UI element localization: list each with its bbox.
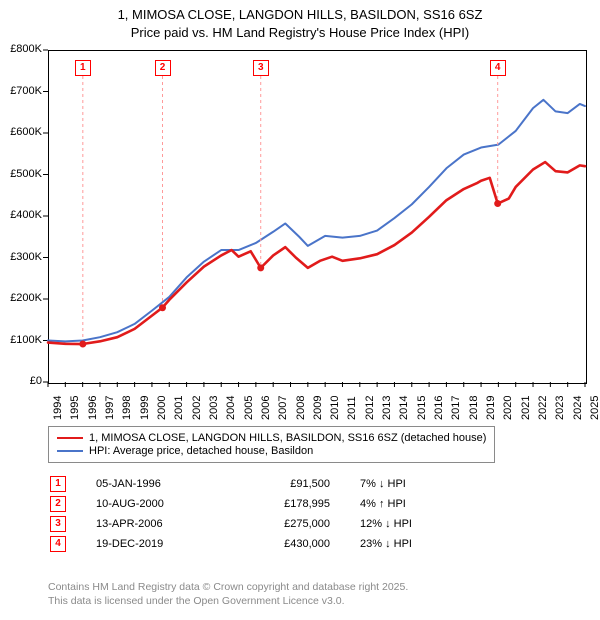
x-tick-label: 2014: [398, 396, 410, 420]
y-tick-label: £400K: [0, 209, 42, 221]
sale-marker: 2: [50, 496, 66, 512]
x-tick-label: 2021: [520, 396, 532, 420]
legend: 1, MIMOSA CLOSE, LANGDON HILLS, BASILDON…: [48, 426, 495, 463]
sale-date: 10-AUG-2000: [96, 498, 226, 510]
legend-item: HPI: Average price, detached house, Basi…: [57, 445, 486, 457]
y-tick-label: £700K: [0, 85, 42, 97]
legend-label: 1, MIMOSA CLOSE, LANGDON HILLS, BASILDON…: [89, 432, 486, 444]
footer-line1: Contains HM Land Registry data © Crown c…: [48, 580, 408, 594]
sale-price: £430,000: [226, 538, 360, 550]
sale-marker: 1: [50, 476, 66, 492]
sale-date: 13-APR-2006: [96, 518, 226, 530]
sale-marker: 4: [490, 60, 506, 76]
table-row: 1 05-JAN-1996£91,5007% ↓ HPI: [50, 474, 510, 494]
sale-marker: 3: [253, 60, 269, 76]
y-tick-label: £200K: [0, 292, 42, 304]
y-tick-label: £100K: [0, 334, 42, 346]
legend-swatch: [57, 437, 83, 439]
sale-price: £275,000: [226, 518, 360, 530]
x-tick-label: 1995: [69, 396, 81, 420]
x-tick-label: 1994: [52, 396, 64, 420]
x-tick-label: 2013: [381, 396, 393, 420]
x-tick-label: 2025: [589, 396, 600, 420]
footer-line2: This data is licensed under the Open Gov…: [48, 594, 408, 608]
sale-date: 19-DEC-2019: [96, 538, 226, 550]
table-row: 2 10-AUG-2000£178,9954% ↑ HPI: [50, 494, 510, 514]
x-tick-label: 2012: [364, 396, 376, 420]
x-tick-label: 2017: [450, 396, 462, 420]
sale-price: £178,995: [226, 498, 360, 510]
x-tick-label: 2022: [537, 396, 549, 420]
legend-label: HPI: Average price, detached house, Basi…: [89, 445, 313, 457]
x-tick-label: 1997: [104, 396, 116, 420]
x-tick-label: 1998: [121, 396, 133, 420]
sale-marker: 3: [50, 516, 66, 532]
attribution-text: Contains HM Land Registry data © Crown c…: [48, 580, 408, 608]
sale-marker: 1: [75, 60, 91, 76]
x-tick-label: 2016: [433, 396, 445, 420]
x-tick-label: 2010: [329, 396, 341, 420]
x-tick-label: 2018: [468, 396, 480, 420]
sale-delta: 4% ↑ HPI: [360, 498, 510, 510]
x-tick-label: 2000: [156, 396, 168, 420]
y-tick-label: £600K: [0, 126, 42, 138]
sale-date: 05-JAN-1996: [96, 478, 226, 490]
x-tick-label: 2003: [208, 396, 220, 420]
x-tick-label: 2024: [572, 396, 584, 420]
x-tick-label: 1999: [139, 396, 151, 420]
x-tick-label: 2023: [554, 396, 566, 420]
x-tick-label: 2001: [173, 396, 185, 420]
y-tick-label: £500K: [0, 168, 42, 180]
x-tick-label: 2008: [295, 396, 307, 420]
table-row: 4 19-DEC-2019£430,00023% ↓ HPI: [50, 534, 510, 554]
sale-marker: 2: [155, 60, 171, 76]
legend-item: 1, MIMOSA CLOSE, LANGDON HILLS, BASILDON…: [57, 432, 486, 444]
table-row: 3 13-APR-2006£275,00012% ↓ HPI: [50, 514, 510, 534]
x-tick-label: 2011: [346, 396, 358, 420]
y-tick-label: £800K: [0, 43, 42, 55]
sale-delta: 12% ↓ HPI: [360, 518, 510, 530]
x-tick-label: 2006: [260, 396, 272, 420]
y-tick-label: £300K: [0, 251, 42, 263]
x-tick-label: 2015: [416, 396, 428, 420]
x-tick-label: 2005: [243, 396, 255, 420]
x-tick-label: 2019: [485, 396, 497, 420]
x-tick-label: 1996: [87, 396, 99, 420]
sale-price: £91,500: [226, 478, 360, 490]
sale-marker: 4: [50, 536, 66, 552]
sale-delta: 23% ↓ HPI: [360, 538, 510, 550]
x-tick-label: 2002: [191, 396, 203, 420]
sale-delta: 7% ↓ HPI: [360, 478, 510, 490]
sales-table: 105-JAN-1996£91,5007% ↓ HPI210-AUG-2000£…: [50, 474, 510, 554]
legend-swatch: [57, 450, 83, 452]
x-tick-label: 2009: [312, 396, 324, 420]
x-tick-label: 2007: [277, 396, 289, 420]
y-tick-label: £0: [0, 375, 42, 387]
x-tick-label: 2004: [225, 396, 237, 420]
x-tick-label: 2020: [502, 396, 514, 420]
